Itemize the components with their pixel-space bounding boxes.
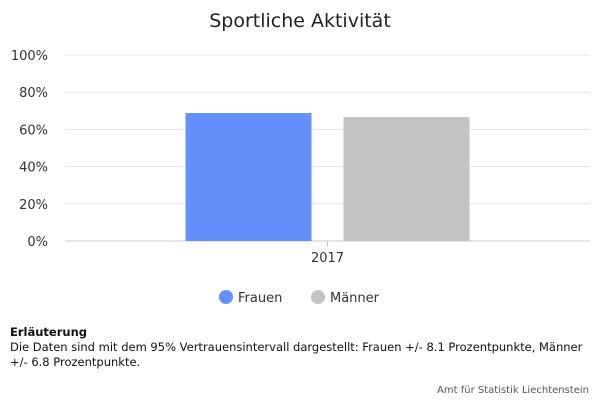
explanation-text: Die Daten sind mit dem 95% Vertrauensint…: [10, 340, 583, 369]
explanation-title: Erläuterung: [10, 325, 87, 339]
x-tick-label: 2017: [311, 251, 344, 266]
bar-frauen: [185, 113, 312, 241]
y-tick-label: 20%: [19, 198, 48, 213]
legend-label: Frauen: [238, 291, 282, 306]
legend-item-frauen[interactable]: Frauen: [219, 290, 282, 306]
legend: Frauen Männer: [219, 290, 380, 306]
credits: Amt für Statistik Liechtenstein: [437, 385, 589, 396]
chart: Sportliche Aktivität 0%20%40%60%80%100% …: [11, 10, 590, 306]
explanation-note: Erläuterung Die Daten sind mit dem 95% V…: [10, 325, 595, 370]
y-tick-label: 80%: [19, 86, 48, 101]
y-tick-label: 40%: [19, 161, 48, 176]
legend-item-männer[interactable]: Männer: [311, 290, 380, 306]
y-tick-label: 0%: [27, 235, 48, 250]
bars: [185, 113, 470, 241]
y-tick-label: 60%: [19, 123, 48, 138]
legend-label: Männer: [330, 291, 380, 306]
grid: 0% 20% 40% 60% 80% 100%: [11, 49, 590, 250]
legend-marker: [311, 290, 325, 304]
legend-marker: [219, 290, 233, 304]
y-tick-label: 100%: [11, 49, 48, 64]
x-axis: 2017: [311, 241, 344, 266]
chart-title: Sportliche Aktivität: [209, 10, 391, 32]
bar-männer: [343, 117, 470, 241]
